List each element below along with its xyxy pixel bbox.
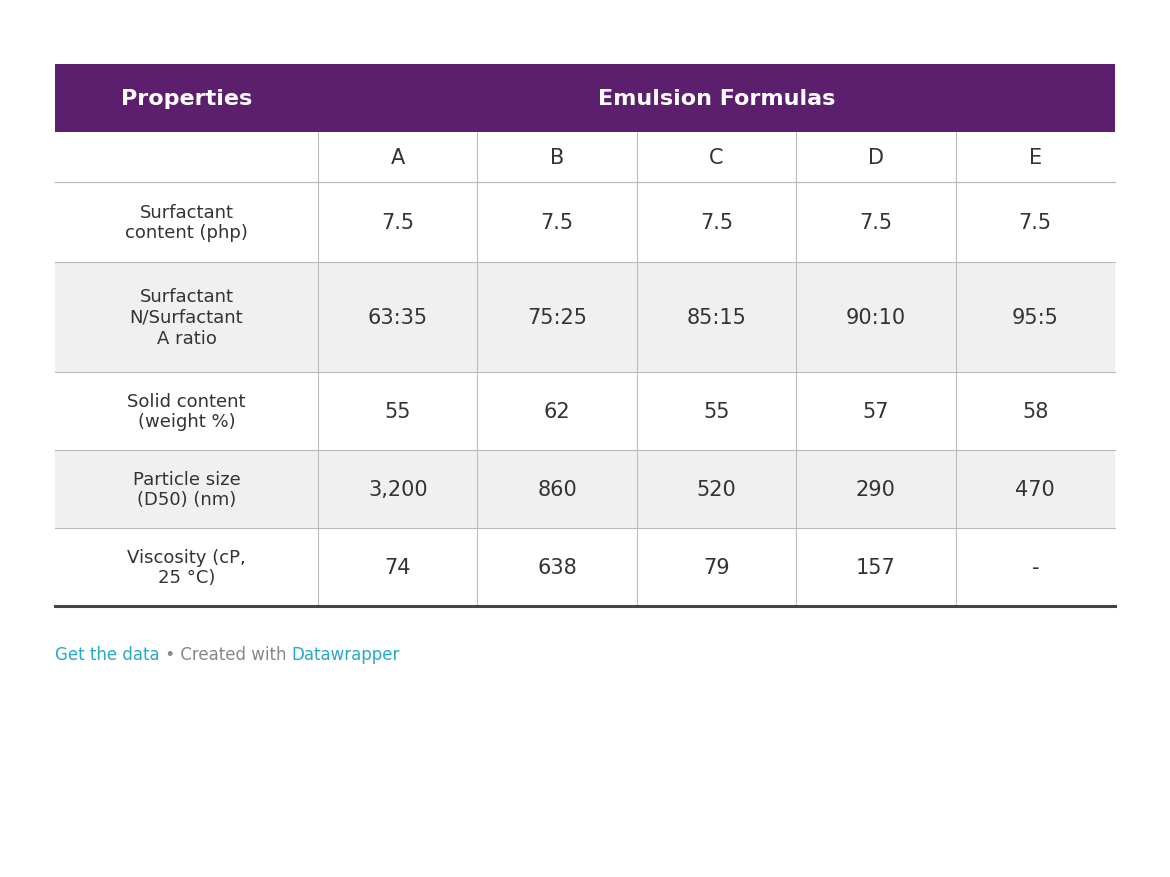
Text: Particle size
(D50) (nm): Particle size (D50) (nm): [132, 470, 240, 509]
Text: 7.5: 7.5: [541, 213, 573, 232]
Text: 95:5: 95:5: [1012, 308, 1059, 328]
Text: Properties: Properties: [121, 89, 252, 109]
Text: 57: 57: [862, 402, 889, 422]
Text: 7.5: 7.5: [381, 213, 414, 232]
Text: 58: 58: [1023, 402, 1048, 422]
Text: 7.5: 7.5: [859, 213, 893, 232]
Text: D: D: [868, 148, 883, 168]
Text: A: A: [391, 148, 405, 168]
Text: Emulsion Formulas: Emulsion Formulas: [598, 89, 835, 109]
Bar: [55, 373, 1115, 451]
Text: 79: 79: [703, 558, 730, 577]
Text: 62: 62: [544, 402, 571, 422]
Text: 74: 74: [385, 558, 411, 577]
Bar: [55, 263, 1115, 373]
Text: 290: 290: [856, 480, 896, 499]
Bar: [55, 65, 1115, 132]
Text: B: B: [550, 148, 564, 168]
Text: 55: 55: [385, 402, 411, 422]
Text: 55: 55: [703, 402, 730, 422]
Bar: [55, 451, 1115, 529]
Bar: [55, 182, 1115, 263]
Text: Get the data: Get the data: [55, 645, 159, 663]
Text: Viscosity (cP,
25 °C): Viscosity (cP, 25 °C): [128, 548, 246, 587]
Text: 470: 470: [1016, 480, 1055, 499]
Text: Solid content
(weight %): Solid content (weight %): [128, 392, 246, 431]
Text: 63:35: 63:35: [367, 308, 428, 328]
Text: C: C: [709, 148, 724, 168]
Text: 3,200: 3,200: [367, 480, 427, 499]
Text: 85:15: 85:15: [687, 308, 746, 328]
Bar: [55, 132, 1115, 182]
Text: 638: 638: [537, 558, 577, 577]
Text: 157: 157: [856, 558, 896, 577]
Text: Surfactant
content (php): Surfactant content (php): [125, 203, 248, 242]
Text: Surfactant
N/Surfactant
A ratio: Surfactant N/Surfactant A ratio: [130, 288, 243, 347]
Text: Datawrapper: Datawrapper: [291, 645, 400, 663]
Bar: [55, 529, 1115, 606]
Text: 75:25: 75:25: [528, 308, 587, 328]
Text: 7.5: 7.5: [700, 213, 734, 232]
Text: -: -: [1032, 558, 1039, 577]
Text: E: E: [1028, 148, 1041, 168]
Text: 7.5: 7.5: [1019, 213, 1052, 232]
Text: 90:10: 90:10: [846, 308, 906, 328]
Text: 520: 520: [696, 480, 736, 499]
Text: 860: 860: [537, 480, 577, 499]
Text: • Created with: • Created with: [159, 645, 291, 663]
